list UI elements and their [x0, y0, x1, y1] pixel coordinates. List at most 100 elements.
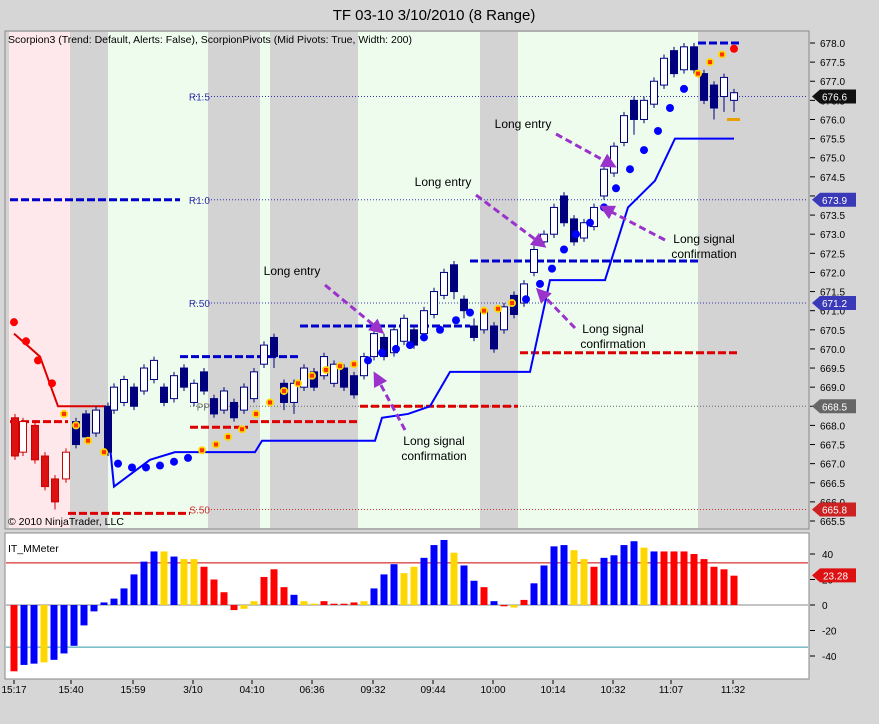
window-title: TF 03-10 3/10/2010 (8 Range)	[333, 7, 536, 24]
trend-dot-blue	[572, 230, 580, 239]
time-tick-label: 06:36	[299, 685, 324, 696]
candle-body	[620, 115, 628, 143]
candle-body	[140, 367, 148, 392]
histogram-bar	[230, 605, 238, 611]
annotation-label: Long signal confirmation	[580, 322, 645, 351]
histogram-bar	[530, 583, 538, 605]
time-axis-bg	[0, 680, 879, 719]
candle-body	[210, 398, 218, 415]
trend-dot-blue	[364, 356, 372, 365]
trend-dot-blue	[612, 184, 620, 193]
trend-dot-blue	[522, 295, 530, 304]
candle-body	[150, 359, 158, 381]
histogram-bar	[140, 561, 148, 605]
annotation-label: Long signal confirmation	[671, 232, 736, 261]
price-tick-label: 671.5	[820, 288, 845, 299]
candle-body	[710, 84, 718, 109]
histogram-bar	[350, 602, 358, 605]
time-tick-label: 15:17	[1, 685, 26, 696]
price-flag-label: 671.2	[822, 299, 847, 310]
trend-dot-blue	[680, 84, 688, 93]
histogram-bar	[300, 601, 308, 605]
candle-body	[51, 478, 59, 503]
trend-dot-marker	[268, 400, 272, 405]
price-axis-labels: 678.0677.5677.0676.5676.0675.5675.0674.5…	[810, 39, 856, 528]
candle-body	[160, 386, 168, 403]
histogram-bar	[340, 603, 348, 605]
trend-dot-marker	[86, 438, 90, 443]
candle-body	[460, 298, 468, 312]
trend-dot-marker	[338, 364, 342, 369]
histogram-bar	[490, 601, 498, 605]
histogram-bar	[450, 552, 458, 605]
histogram-bar	[620, 545, 628, 605]
price-tick-label: 675.0	[820, 154, 845, 165]
histogram-bar	[60, 605, 68, 654]
histogram-bar	[160, 551, 168, 605]
histogram-bar	[630, 541, 638, 605]
pivot-label: S.50	[189, 506, 210, 517]
trend-dot-marker	[62, 411, 66, 416]
session-band	[108, 32, 208, 528]
histogram-bar	[520, 599, 528, 605]
trend-dot-blue	[654, 126, 662, 135]
candle-body	[420, 310, 428, 335]
trend-dot-blue	[586, 218, 594, 227]
trend-dot-red	[10, 318, 18, 327]
trend-dot-blue	[128, 463, 136, 472]
candle-body	[62, 451, 70, 480]
candle-body	[680, 46, 688, 71]
price-tick-label: 676.0	[820, 115, 845, 126]
candle-body	[240, 386, 248, 411]
histogram-bar	[570, 550, 578, 605]
histogram-bar	[130, 574, 138, 605]
histogram-bar	[20, 605, 28, 665]
price-tick-label: 677.0	[820, 77, 845, 88]
trend-dot-marker	[254, 411, 258, 416]
histogram-bar	[510, 605, 518, 608]
indicator-panel[interactable]	[4, 532, 810, 680]
pivot-label: R1.0	[189, 196, 211, 207]
candle-body	[560, 195, 568, 224]
candle-body	[540, 233, 548, 243]
price-tick-label: 666.5	[820, 479, 845, 490]
session-band	[270, 32, 358, 528]
candle-body	[320, 356, 328, 377]
trend-dot-marker	[510, 301, 514, 306]
candle-body	[690, 46, 698, 71]
candle-body	[380, 336, 388, 358]
time-tick-label: 15:40	[58, 685, 83, 696]
histogram-bar	[730, 575, 738, 605]
candle-body	[310, 371, 318, 388]
price-flag-label: 665.8	[822, 506, 847, 517]
price-tick-label: 672.5	[820, 249, 845, 260]
candle-body	[340, 367, 348, 388]
histogram-bar	[670, 551, 678, 605]
histogram-bar	[640, 547, 648, 605]
price-tick-label: 677.5	[820, 58, 845, 69]
histogram	[6, 539, 808, 672]
price-flag-label: 668.5	[822, 402, 847, 413]
histogram-bar	[90, 605, 98, 612]
indicator-title: IT_MMeter	[8, 543, 59, 555]
histogram-bar	[260, 576, 268, 605]
trend-dot-blue	[406, 341, 414, 350]
pivot-label: PP	[197, 402, 211, 413]
histogram-bar	[470, 580, 478, 605]
time-tick-label: 10:00	[480, 685, 505, 696]
annotation-arrow	[599, 205, 666, 242]
trend-dot-blue	[170, 457, 178, 466]
price-axis[interactable]	[810, 31, 874, 529]
histogram-bar	[200, 566, 208, 605]
histogram-bar	[180, 559, 188, 605]
histogram-bar	[100, 602, 108, 605]
price-tick-label: 670.5	[820, 326, 845, 337]
candle-body	[11, 417, 19, 457]
candle-body	[260, 344, 268, 365]
price-flag	[812, 192, 856, 207]
candle-body	[580, 222, 588, 239]
title-bar	[0, 0, 879, 28]
trend-dot-blue	[436, 325, 444, 334]
histogram-bar	[380, 574, 388, 605]
annotation-arrow	[535, 287, 577, 330]
